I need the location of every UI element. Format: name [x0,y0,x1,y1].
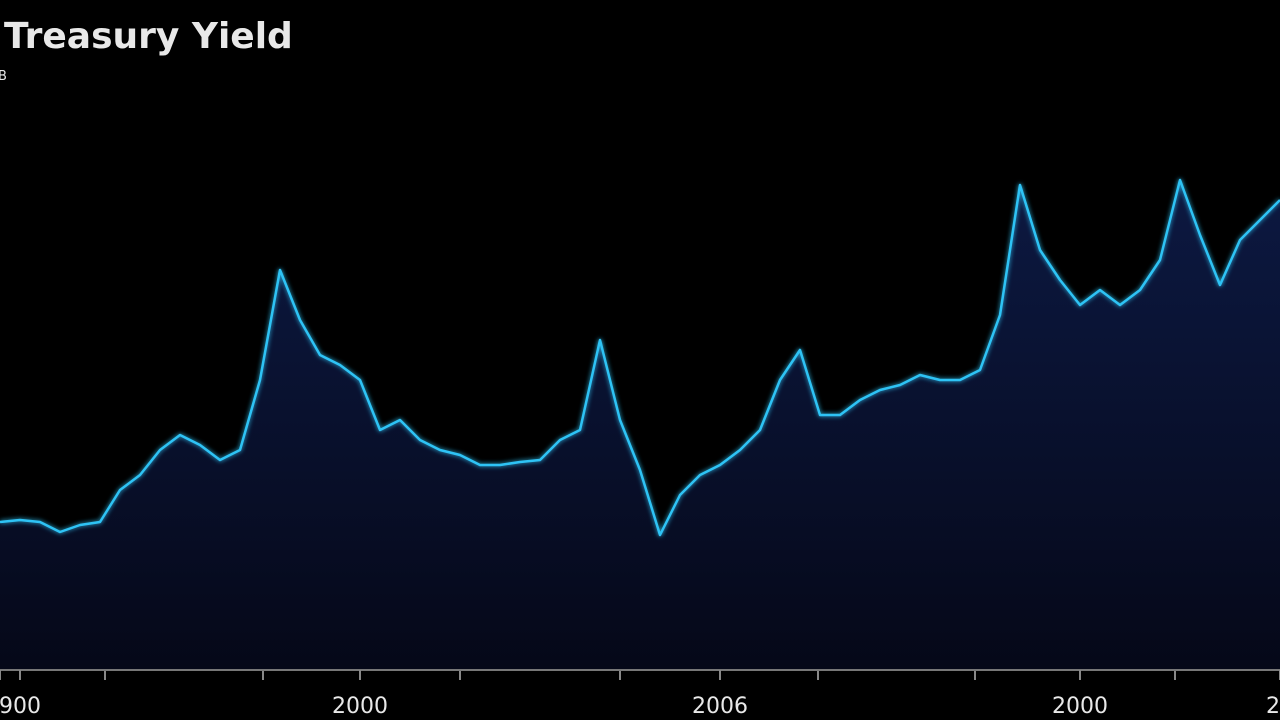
x-tick-label: 2000 [1052,694,1108,719]
x-tick-label: 20 [1266,694,1280,719]
line [0,178,1280,537]
x-tick-label: 2000 [332,694,388,719]
chart-title: Treasury Yield [4,16,293,57]
x-tick-label: 2006 [692,694,748,719]
minor-ticks [104,670,1176,680]
area [0,180,1280,670]
x-tick-label: 900 [0,694,41,719]
chart-subtitle: B [0,69,7,84]
